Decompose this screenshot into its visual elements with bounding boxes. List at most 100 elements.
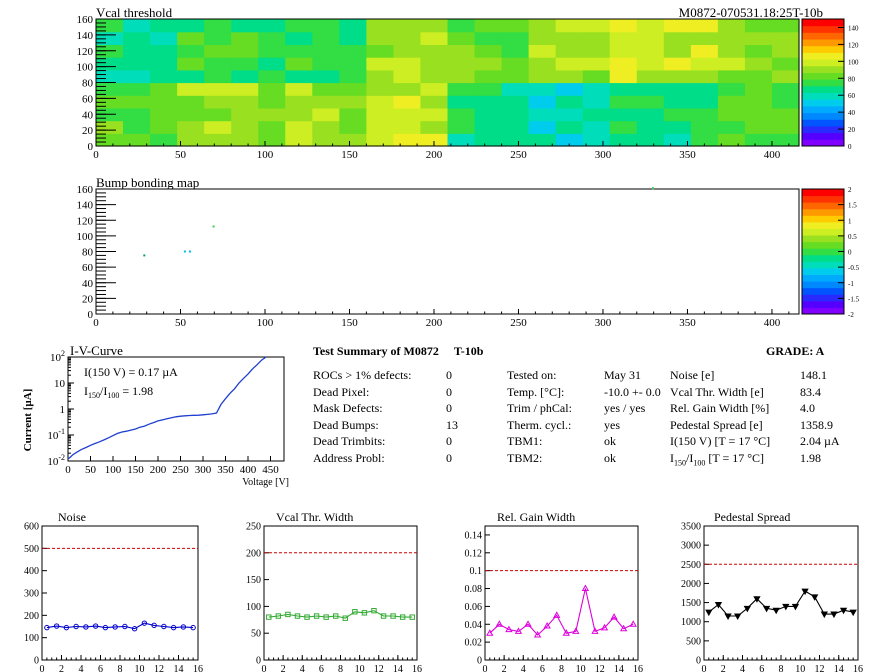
heatmap-cell	[231, 19, 259, 33]
heatmap-cell	[447, 120, 476, 134]
color-scale-step	[802, 267, 844, 276]
color-scale-step	[802, 125, 844, 134]
y-tick-label: 500	[24, 544, 39, 555]
defect-pixel	[183, 250, 186, 253]
heatmap-cell	[258, 69, 286, 84]
summary-col3-labels: Noise [e] Vcal Thr. Width [e] Rel. Gain …	[670, 367, 770, 467]
summary-value: -10.0 +- 0.0	[604, 384, 661, 399]
data-point	[830, 611, 838, 619]
y-tick-label: 0	[88, 141, 94, 153]
heatmap-cell	[393, 69, 422, 84]
heatmap-cell	[177, 19, 205, 33]
data-point	[801, 588, 809, 596]
series-line	[708, 590, 854, 617]
heatmap-cell	[366, 133, 395, 147]
heatmap-cell	[771, 107, 800, 122]
heatmap-cell	[312, 82, 340, 96]
color-scale-step	[802, 19, 844, 27]
iv-title: I-V-Curve	[70, 343, 123, 358]
heatmap-cell	[555, 120, 584, 134]
x-tick-label: 0	[483, 664, 488, 672]
heatmap-cell	[717, 31, 746, 45]
pedestal-spread-chart-title: Pedestal Spread	[714, 510, 790, 524]
y-tick-label: 0.1	[470, 566, 483, 577]
x-tick-label: 100	[257, 149, 274, 161]
data-point	[285, 611, 291, 618]
heatmap-cell	[123, 57, 151, 71]
heatmap-cell	[258, 95, 286, 109]
x-tick-label: 400	[764, 317, 781, 329]
y-tick-label: 200	[246, 548, 261, 559]
heatmap-cell	[609, 107, 638, 122]
heatmap-cell	[582, 133, 611, 147]
z-tick-label: 20	[848, 126, 856, 134]
heatmap-cell	[393, 107, 422, 122]
data-point	[380, 613, 387, 619]
heatmap-cell	[150, 69, 178, 84]
heatmap-cell	[420, 133, 449, 147]
data-point	[811, 594, 819, 601]
x-tick-label: 8	[559, 664, 564, 672]
heatmap-cell	[744, 57, 773, 71]
x-tick-label: 400	[764, 149, 781, 161]
heatmap-cell	[204, 82, 232, 96]
color-scale-step	[802, 189, 844, 197]
heatmap-cell	[123, 133, 151, 147]
y-tick-label: 3000	[681, 541, 701, 552]
z-tick-label: 1	[848, 217, 852, 225]
heatmap-cell	[366, 107, 395, 122]
iv-y-tick-base: 1	[60, 404, 66, 416]
heatmap-cell	[258, 107, 286, 122]
heatmap-cell	[393, 133, 422, 147]
heatmap-cell	[204, 107, 232, 122]
data-point	[44, 624, 50, 631]
heatmap-cell	[420, 19, 449, 33]
vcal-width-chart-title: Vcal Thr. Width	[276, 510, 353, 524]
y-tick-label: 1000	[681, 617, 701, 628]
heatmap-cell	[123, 31, 151, 45]
heatmap-cell	[555, 82, 584, 96]
heatmap-cell	[717, 69, 746, 84]
heatmap-cell	[636, 82, 665, 96]
heatmap-cell	[609, 69, 638, 84]
series-line	[268, 610, 413, 619]
heatmap-cell	[447, 57, 476, 71]
summary-col2-values: May 31 -10.0 +- 0.0 yes / yes yes ok ok	[604, 367, 661, 466]
data-point	[782, 603, 790, 611]
iv-x-tick-label: 150	[127, 464, 144, 476]
heatmap-cell	[312, 31, 340, 45]
color-scale-step	[802, 105, 844, 114]
heatmap-cell	[420, 107, 449, 122]
heatmap-cell	[339, 133, 367, 147]
y-tick-label: 160	[77, 184, 94, 196]
heatmap-cell	[582, 69, 611, 84]
z-tick-label: 0.5	[848, 233, 857, 241]
color-scale-step	[802, 25, 844, 33]
heatmap-cell	[555, 31, 584, 45]
iv-x-tick-label: 400	[240, 464, 257, 476]
heatmap-cell	[231, 133, 259, 147]
data-point	[629, 620, 637, 627]
summary-label: TBM1:	[507, 434, 543, 448]
heatmap-cell	[771, 82, 800, 96]
y-tick-label: 300	[24, 589, 39, 600]
x-tick-label: 14	[174, 664, 184, 672]
iv-y-tick-base: 10	[54, 378, 66, 390]
heatmap-cell	[420, 95, 449, 109]
heatmap-cell	[177, 120, 205, 134]
iv-x-tick-label: 300	[195, 464, 212, 476]
heatmap-cell	[420, 120, 449, 134]
heatmap-cell	[663, 133, 692, 147]
data-point	[533, 630, 542, 638]
heatmap-cell	[663, 95, 692, 109]
data-point	[772, 607, 780, 615]
heatmap-cell	[501, 44, 530, 58]
color-scale-step	[802, 287, 844, 295]
series-line	[46, 622, 194, 630]
iv-ylabel: Current [µA]	[22, 389, 34, 452]
bump-bonding-title: Bump bonding map	[96, 175, 199, 190]
x-tick-label: 14	[834, 664, 844, 672]
x-tick-label: 200	[426, 149, 443, 161]
heatmap-cell	[150, 133, 178, 147]
heatmap-cell	[501, 19, 530, 33]
